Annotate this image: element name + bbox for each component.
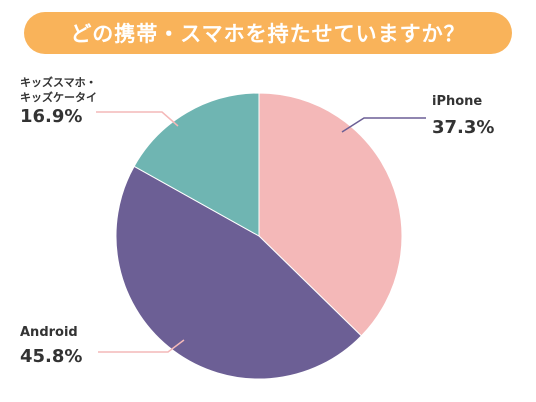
leader-line-android	[98, 339, 185, 353]
slice-label-kids-line1: キッズスマホ・	[20, 75, 97, 89]
label-iphone: iPhone 37.3%	[341, 94, 494, 138]
slice-value-android: 45.8%	[20, 346, 82, 367]
slice-label-kids-line2: キッズケータイ	[20, 90, 97, 104]
slice-iphone	[258, 92, 403, 337]
slice-label-android: Android	[20, 325, 78, 340]
title-banner: どの携帯・スマホを持たせていますか？	[24, 12, 512, 54]
slice-kids	[133, 92, 260, 237]
label-kids: キッズスマホ・ キッズケータイ 16.9%	[20, 75, 179, 127]
pie-slices	[115, 92, 403, 380]
slice-value-iphone: 37.3%	[432, 117, 494, 138]
leader-line-iphone	[341, 117, 426, 133]
chart-title: どの携帯・スマホを持たせていますか？	[70, 22, 466, 46]
slice-android	[115, 165, 363, 380]
label-android: Android 45.8%	[20, 325, 185, 367]
leader-line-kids	[96, 111, 179, 127]
slice-value-kids: 16.9%	[20, 106, 82, 127]
slice-label-iphone: iPhone	[432, 94, 482, 109]
